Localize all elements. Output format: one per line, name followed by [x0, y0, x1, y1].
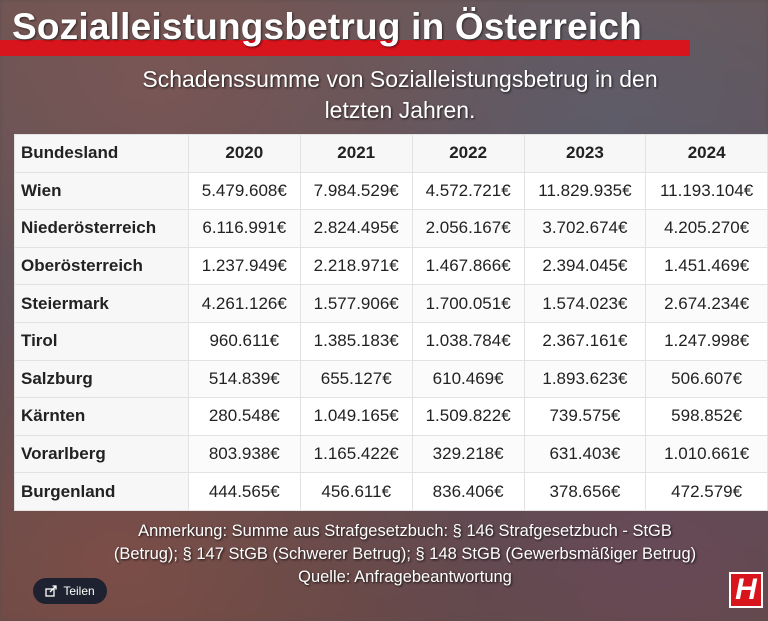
column-header-year: 2022	[411, 134, 525, 173]
column-header-year: 2023	[523, 134, 647, 173]
share-button[interactable]: Teilen	[33, 578, 107, 604]
value-cell: 444.565€	[187, 472, 301, 511]
subtitle: Schadenssumme von Sozialleistungsbetrug …	[100, 64, 700, 126]
value-cell: 514.839€	[187, 359, 301, 399]
value-cell: 1.165.422€	[299, 434, 413, 474]
value-cell: 6.116.991€	[187, 209, 301, 248]
region-cell: Vorarlberg	[14, 434, 189, 474]
value-cell: 1.247.998€	[645, 321, 768, 361]
region-cell: Salzburg	[14, 359, 189, 399]
value-cell: 5.479.608€	[187, 171, 301, 211]
value-cell: 2.394.045€	[523, 246, 647, 286]
table-body: Wien 5.479.608€ 7.984.529€ 4.572.721€ 11.829…	[14, 171, 768, 511]
value-cell: 7.984.529€	[299, 171, 413, 211]
value-cell: 1.574.023€	[523, 284, 647, 323]
footnote: Anmerkung: Summe aus Strafgesetzbuch: § …	[60, 520, 750, 589]
value-cell: 1.893.623€	[523, 359, 647, 399]
share-icon	[45, 585, 57, 597]
value-cell: 1.237.949€	[187, 246, 301, 286]
value-cell: 610.469€	[411, 359, 525, 399]
value-cell: 1.700.051€	[411, 284, 525, 323]
region-cell: Niederösterreich	[14, 209, 189, 248]
region-cell: Steiermark	[14, 284, 189, 323]
region-cell: Burgenland	[14, 472, 189, 511]
value-cell: 739.575€	[523, 397, 647, 436]
value-cell: 598.852€	[645, 397, 768, 436]
table-row: Wien 5.479.608€ 7.984.529€ 4.572.721€ 11.829…	[14, 171, 768, 211]
data-table: Bundesland 2020 2021 2022 2023 2024 Wien 5.479…	[14, 134, 768, 511]
value-cell: 506.607€	[645, 359, 768, 399]
table-row: Niederösterreich 6.116.991€ 2.824.495€ 2.05…	[14, 209, 768, 248]
value-cell: 11.829.935€	[523, 171, 647, 211]
value-cell: 4.205.270€	[645, 209, 768, 248]
value-cell: 2.056.167€	[411, 209, 525, 248]
value-cell: 1.451.469€	[645, 246, 768, 286]
note-line-1: Anmerkung: Summe aus Strafgesetzbuch: § …	[138, 522, 672, 540]
value-cell: 1.010.661€	[645, 434, 768, 474]
value-cell: 1.577.906€	[299, 284, 413, 323]
region-cell: Kärnten	[14, 397, 189, 436]
value-cell: 2.218.971€	[299, 246, 413, 286]
share-label: Teilen	[63, 584, 95, 598]
value-cell: 1.038.784€	[411, 321, 525, 361]
table-row: Steiermark 4.261.126€ 1.577.906€ 1.700.051€…	[14, 284, 768, 323]
subtitle-line-2: letzten Jahren.	[324, 97, 476, 123]
value-cell: 4.261.126€	[187, 284, 301, 323]
value-cell: 329.218€	[411, 434, 525, 474]
table-row: Salzburg 514.839€ 655.127€ 610.469€ 1.893.62…	[14, 359, 768, 399]
region-cell: Oberösterreich	[14, 246, 189, 286]
value-cell: 655.127€	[299, 359, 413, 399]
source-text: Quelle: Anfragebeantwortung	[298, 568, 512, 586]
value-cell: 2.824.495€	[299, 209, 413, 248]
value-cell: 2.367.161€	[523, 321, 647, 361]
value-cell: 1.049.165€	[299, 397, 413, 436]
table-row: Oberösterreich 1.237.949€ 2.218.971€ 1.467.…	[14, 246, 768, 286]
value-cell: 378.656€	[523, 472, 647, 511]
value-cell: 960.611€	[187, 321, 301, 361]
table-row: Kärnten 280.548€ 1.049.165€ 1.509.822€ 739.5…	[14, 397, 768, 436]
page-title: Sozialleistungsbetrug in Österreich	[12, 6, 642, 47]
value-cell: 803.938€	[187, 434, 301, 474]
value-cell: 1.385.183€	[299, 321, 413, 361]
value-cell: 4.572.721€	[411, 171, 525, 211]
value-cell: 3.702.674€	[523, 209, 647, 248]
brand-logo[interactable]: H	[729, 572, 763, 608]
value-cell: 11.193.104€	[645, 171, 768, 211]
column-header-year: 2021	[299, 134, 413, 173]
subtitle-line-1: Schadenssumme von Sozialleistungsbetrug …	[142, 66, 658, 92]
table-row: Tirol 960.611€ 1.385.183€ 1.038.784€ 2.367.1…	[14, 321, 768, 361]
column-header-region: Bundesland	[14, 134, 189, 173]
value-cell: 1.509.822€	[411, 397, 525, 436]
table-row: Vorarlberg 803.938€ 1.165.422€ 329.218€ 631.…	[14, 434, 768, 474]
value-cell: 280.548€	[187, 397, 301, 436]
column-header-year: 2024	[645, 134, 768, 173]
table-row: Burgenland 444.565€ 456.611€ 836.406€ 378.65…	[14, 472, 768, 511]
note-line-2: (Betrug); § 147 StGB (Schwerer Betrug); …	[113, 545, 697, 563]
title-underline	[0, 40, 690, 56]
region-cell: Wien	[14, 171, 189, 211]
region-cell: Tirol	[14, 321, 189, 361]
value-cell: 836.406€	[411, 472, 525, 511]
value-cell: 631.403€	[523, 434, 647, 474]
value-cell: 2.674.234€	[645, 284, 768, 323]
value-cell: 1.467.866€	[411, 246, 525, 286]
value-cell: 472.579€	[645, 472, 768, 511]
column-header-year: 2020	[187, 134, 301, 173]
table-header-row: Bundesland 2020 2021 2022 2023 2024	[14, 134, 768, 173]
value-cell: 456.611€	[299, 472, 413, 511]
